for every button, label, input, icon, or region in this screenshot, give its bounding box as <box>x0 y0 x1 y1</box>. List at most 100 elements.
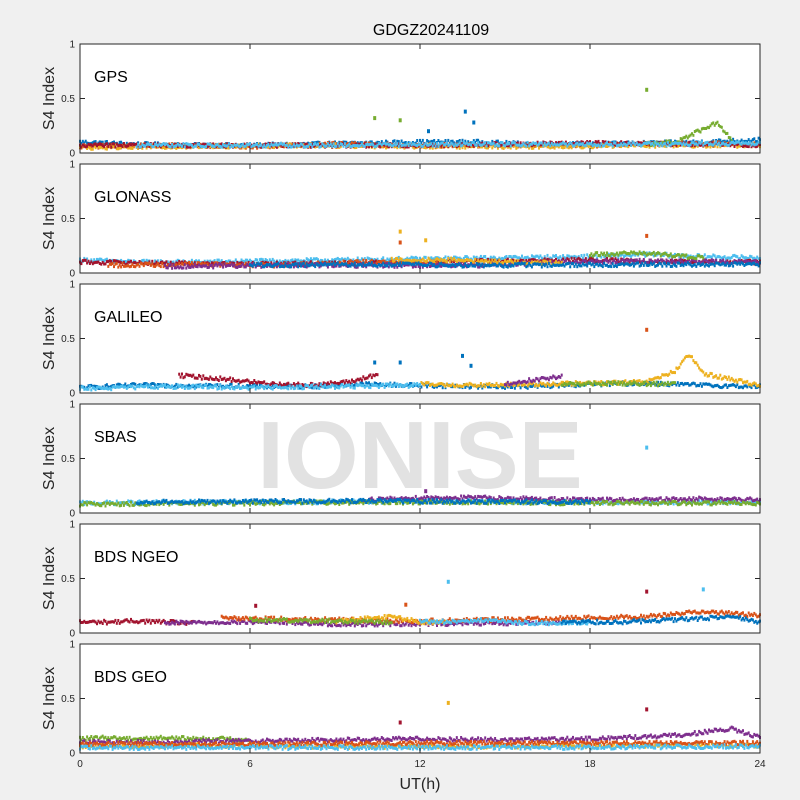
data-point <box>587 145 590 149</box>
data-point <box>715 121 718 125</box>
data-point <box>563 142 566 146</box>
data-point <box>743 264 746 267</box>
data-point <box>151 382 154 385</box>
data-point <box>101 259 104 263</box>
data-point <box>193 142 196 145</box>
data-point <box>368 141 370 145</box>
data-point <box>530 265 533 269</box>
data-point <box>644 145 647 148</box>
data-point <box>308 145 311 149</box>
data-point <box>376 260 379 264</box>
data-point <box>733 261 736 265</box>
data-point <box>545 257 548 261</box>
data-point <box>83 256 86 260</box>
data-point <box>736 145 739 149</box>
data-point <box>484 145 487 149</box>
data-point <box>550 258 553 262</box>
data-point <box>416 384 419 387</box>
data-point <box>471 264 474 268</box>
data-point <box>351 144 353 148</box>
data-point <box>692 256 695 260</box>
data-point <box>297 384 300 388</box>
data-point <box>479 254 482 258</box>
data-point <box>494 256 497 260</box>
data-point <box>529 263 532 267</box>
data-point <box>655 253 658 257</box>
data-point <box>336 141 339 145</box>
data-point <box>593 258 596 262</box>
data-point <box>651 259 654 263</box>
data-point <box>713 260 716 264</box>
data-point <box>556 256 559 260</box>
data-point <box>385 262 387 266</box>
data-point <box>141 143 144 147</box>
data-point <box>87 142 90 146</box>
data-point <box>716 143 719 146</box>
data-point <box>246 262 249 266</box>
data-point <box>113 259 115 263</box>
data-point <box>132 265 135 268</box>
data-point <box>420 259 423 263</box>
data-point <box>369 143 372 146</box>
data-point <box>613 145 616 149</box>
data-point <box>159 259 162 263</box>
data-point <box>533 258 536 262</box>
data-point <box>188 145 191 149</box>
data-point <box>699 130 702 134</box>
data-point <box>464 255 467 259</box>
data-point <box>484 263 487 267</box>
data-point <box>708 259 710 263</box>
data-point <box>630 254 633 258</box>
data-point <box>251 262 254 266</box>
data-point <box>532 146 535 150</box>
data-point <box>746 256 749 260</box>
data-point <box>657 258 659 262</box>
data-point <box>407 144 410 147</box>
data-point <box>478 265 481 269</box>
data-point <box>591 257 594 261</box>
data-point <box>515 255 518 259</box>
data-point <box>573 260 576 264</box>
data-point <box>644 251 647 255</box>
data-point <box>472 139 475 143</box>
data-point <box>693 259 696 263</box>
data-point <box>454 265 457 269</box>
data-point <box>692 258 695 262</box>
data-point <box>322 263 325 267</box>
data-point <box>365 259 368 262</box>
data-point <box>376 143 379 147</box>
panel-label: GLONASS <box>94 189 171 206</box>
data-point <box>666 260 669 264</box>
data-point <box>703 258 706 262</box>
data-point <box>359 141 362 145</box>
data-point <box>341 257 344 261</box>
data-point <box>750 139 753 143</box>
data-point <box>291 145 294 149</box>
data-point <box>190 144 193 147</box>
data-point <box>546 142 549 146</box>
data-point <box>559 255 562 259</box>
data-point <box>720 262 723 266</box>
data-point <box>216 264 219 268</box>
data-point <box>207 265 210 269</box>
data-point <box>419 259 421 263</box>
data-point <box>501 261 504 264</box>
data-point <box>137 142 140 146</box>
data-point <box>525 265 528 269</box>
data-point <box>608 143 611 147</box>
data-point <box>528 144 531 148</box>
data-point <box>540 256 543 260</box>
data-point <box>188 265 191 269</box>
data-point <box>591 141 594 145</box>
data-point <box>266 264 268 268</box>
data-point <box>692 263 695 267</box>
data-point <box>176 142 179 146</box>
data-point <box>675 264 678 268</box>
data-point <box>257 142 260 146</box>
data-point <box>525 385 528 389</box>
data-point <box>457 263 460 267</box>
data-point <box>552 254 555 258</box>
data-point <box>355 259 358 263</box>
data-point <box>662 254 665 257</box>
data-point <box>610 261 613 265</box>
